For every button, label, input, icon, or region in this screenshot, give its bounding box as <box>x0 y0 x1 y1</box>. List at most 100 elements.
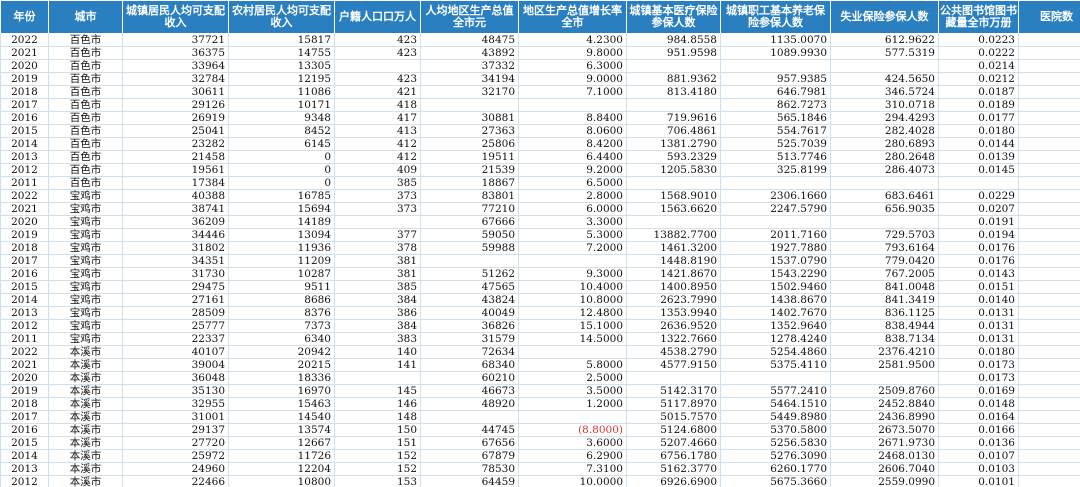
cell-rural-income[interactable]: 8376 <box>228 306 335 320</box>
cell-unemployment-insured[interactable]: 346.5724 <box>830 85 939 99</box>
cell-pension-insured[interactable]: 862.7273 <box>720 98 831 112</box>
cell-population[interactable]: 152 <box>334 462 421 476</box>
cell-rural-income[interactable]: 16785 <box>228 189 335 203</box>
cell-pension-insured[interactable] <box>720 371 831 385</box>
cell-hospitals[interactable] <box>1018 176 1080 190</box>
column-header-unemployment-insured[interactable]: 失业保险参保人数 <box>830 0 939 34</box>
cell-unemployment-insured[interactable]: 294.4293 <box>830 111 939 125</box>
cell-population[interactable]: 417 <box>334 111 421 125</box>
cell-year[interactable]: 2013 <box>0 306 49 320</box>
cell-city[interactable]: 百色市 <box>48 124 123 138</box>
cell-urban-income[interactable]: 36048 <box>122 371 229 385</box>
cell-gdp-per-capita[interactable]: 36826 <box>420 319 519 333</box>
cell-urban-income[interactable]: 22337 <box>122 332 229 346</box>
cell-medical-insured[interactable] <box>626 59 721 73</box>
cell-gdp-per-capita[interactable]: 59050 <box>420 228 519 242</box>
cell-city[interactable]: 宝鸡市 <box>48 280 123 294</box>
cell-pension-insured[interactable]: 5675.3660 <box>720 475 831 487</box>
cell-rural-income[interactable]: 20215 <box>228 358 335 372</box>
cell-library-books[interactable]: 0.0207 <box>938 202 1019 216</box>
cell-medical-insured[interactable] <box>626 371 721 385</box>
cell-gdp-per-capita[interactable]: 78530 <box>420 462 519 476</box>
cell-urban-income[interactable]: 34351 <box>122 254 229 268</box>
cell-urban-income[interactable]: 36209 <box>122 215 229 229</box>
cell-unemployment-insured[interactable]: 2671.9730 <box>830 436 939 450</box>
cell-gdp-per-capita[interactable]: 59988 <box>420 241 519 255</box>
cell-pension-insured[interactable]: 1352.9640 <box>720 319 831 333</box>
cell-unemployment-insured[interactable]: 767.2005 <box>830 267 939 281</box>
cell-library-books[interactable]: 0.0176 <box>938 241 1019 255</box>
cell-pension-insured[interactable]: 5256.5830 <box>720 436 831 450</box>
cell-gdp-per-capita[interactable]: 68340 <box>420 358 519 372</box>
cell-gdp-growth[interactable]: 6.3000 <box>518 59 627 73</box>
cell-hospitals[interactable] <box>1018 397 1080 411</box>
cell-urban-income[interactable]: 34446 <box>122 228 229 242</box>
cell-rural-income[interactable]: 7373 <box>228 319 335 333</box>
cell-gdp-per-capita[interactable]: 72634 <box>420 345 519 359</box>
cell-city[interactable]: 本溪市 <box>48 410 123 424</box>
cell-population[interactable]: 378 <box>334 241 421 255</box>
cell-rural-income[interactable]: 10287 <box>228 267 335 281</box>
cell-city[interactable]: 百色市 <box>48 137 123 151</box>
cell-library-books[interactable]: 0.0177 <box>938 111 1019 125</box>
cell-library-books[interactable]: 0.0139 <box>938 150 1019 164</box>
cell-pension-insured[interactable]: 957.9385 <box>720 72 831 86</box>
cell-library-books[interactable]: 0.0176 <box>938 254 1019 268</box>
cell-medical-insured[interactable]: 1461.3200 <box>626 241 721 255</box>
cell-medical-insured[interactable]: 1421.8670 <box>626 267 721 281</box>
cell-library-books[interactable]: 0.0131 <box>938 319 1019 333</box>
cell-year[interactable]: 2015 <box>0 280 49 294</box>
cell-population[interactable]: 423 <box>334 33 421 47</box>
cell-unemployment-insured[interactable]: 841.0048 <box>830 280 939 294</box>
cell-city[interactable]: 百色市 <box>48 111 123 125</box>
cell-library-books[interactable]: 0.0191 <box>938 215 1019 229</box>
cell-gdp-per-capita[interactable]: 21539 <box>420 163 519 177</box>
cell-hospitals[interactable] <box>1018 85 1080 99</box>
cell-city[interactable]: 本溪市 <box>48 384 123 398</box>
cell-city[interactable]: 百色市 <box>48 98 123 112</box>
cell-hospitals[interactable] <box>1018 124 1080 138</box>
cell-hospitals[interactable] <box>1018 410 1080 424</box>
cell-gdp-per-capita[interactable]: 83801 <box>420 189 519 203</box>
cell-hospitals[interactable] <box>1018 280 1080 294</box>
cell-gdp-per-capita[interactable]: 67656 <box>420 436 519 450</box>
cell-year[interactable]: 2011 <box>0 332 49 346</box>
cell-year[interactable]: 2017 <box>0 98 49 112</box>
cell-unemployment-insured[interactable]: 838.7134 <box>830 332 939 346</box>
cell-medical-insured[interactable]: 5207.4660 <box>626 436 721 450</box>
cell-rural-income[interactable]: 15694 <box>228 202 335 216</box>
cell-pension-insured[interactable]: 565.1846 <box>720 111 831 125</box>
cell-urban-income[interactable]: 29126 <box>122 98 229 112</box>
cell-hospitals[interactable] <box>1018 228 1080 242</box>
cell-city[interactable]: 百色市 <box>48 59 123 73</box>
cell-library-books[interactable]: 0.0169 <box>938 384 1019 398</box>
cell-year[interactable]: 2018 <box>0 241 49 255</box>
cell-gdp-growth[interactable]: 7.2000 <box>518 241 627 255</box>
cell-medical-insured[interactable] <box>626 98 721 112</box>
cell-hospitals[interactable] <box>1018 215 1080 229</box>
cell-medical-insured[interactable]: 1205.5830 <box>626 163 721 177</box>
cell-rural-income[interactable]: 9348 <box>228 111 335 125</box>
cell-city[interactable]: 本溪市 <box>48 397 123 411</box>
cell-rural-income[interactable]: 8686 <box>228 293 335 307</box>
cell-pension-insured[interactable]: 2011.7160 <box>720 228 831 242</box>
cell-hospitals[interactable] <box>1018 189 1080 203</box>
cell-pension-insured[interactable]: 1402.7670 <box>720 306 831 320</box>
cell-year[interactable]: 2019 <box>0 72 49 86</box>
cell-gdp-per-capita[interactable] <box>420 98 519 112</box>
cell-city[interactable]: 本溪市 <box>48 436 123 450</box>
cell-rural-income[interactable]: 10171 <box>228 98 335 112</box>
cell-city[interactable]: 本溪市 <box>48 462 123 476</box>
cell-unemployment-insured[interactable]: 2468.0130 <box>830 449 939 463</box>
cell-urban-income[interactable]: 29475 <box>122 280 229 294</box>
cell-urban-income[interactable]: 32784 <box>122 72 229 86</box>
cell-library-books[interactable]: 0.0180 <box>938 345 1019 359</box>
cell-pension-insured[interactable]: 5254.4860 <box>720 345 831 359</box>
cell-pension-insured[interactable]: 2247.5790 <box>720 202 831 216</box>
cell-year[interactable]: 2013 <box>0 150 49 164</box>
cell-rural-income[interactable]: 12195 <box>228 72 335 86</box>
cell-urban-income[interactable]: 24960 <box>122 462 229 476</box>
cell-city[interactable]: 本溪市 <box>48 358 123 372</box>
cell-medical-insured[interactable]: 1563.6620 <box>626 202 721 216</box>
cell-rural-income[interactable]: 18336 <box>228 371 335 385</box>
